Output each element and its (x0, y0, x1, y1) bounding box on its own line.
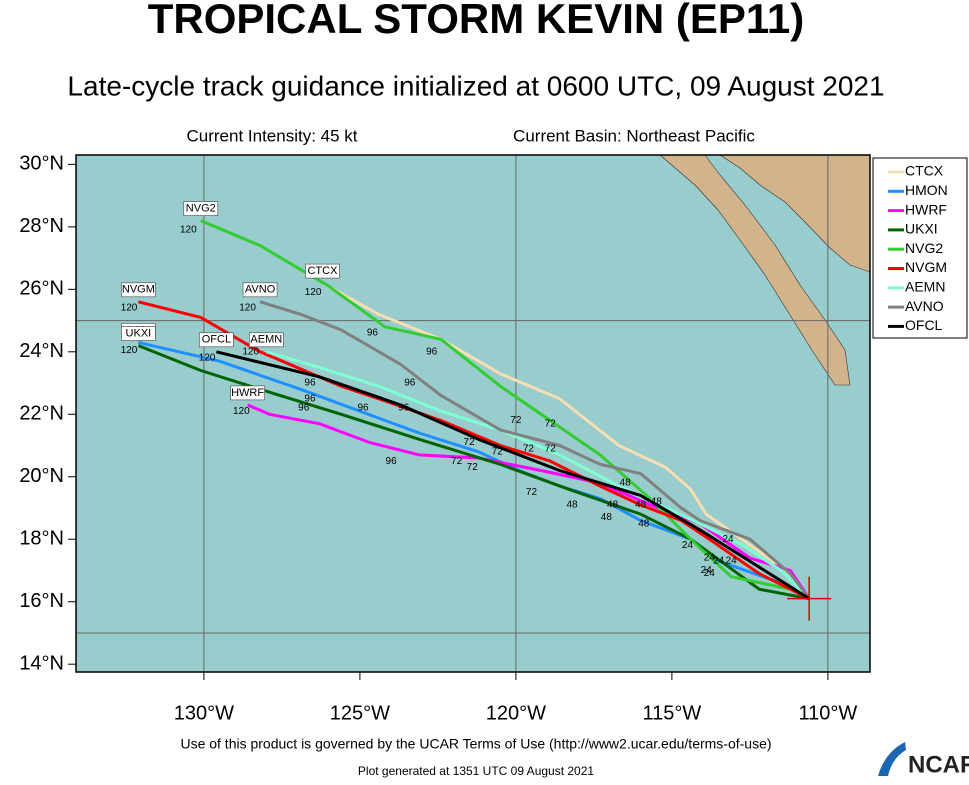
hour-label: 120 (121, 303, 138, 314)
hour-label: 24 (704, 568, 716, 579)
x-tick-label: 110°W (798, 702, 857, 724)
model-box (230, 385, 265, 401)
model-box (121, 282, 156, 298)
hour-label: 120 (199, 353, 216, 364)
hour-label: 48 (635, 500, 647, 511)
hour-label: 96 (367, 328, 379, 339)
legend-label: NVGM (905, 259, 947, 275)
hour-label: 72 (526, 487, 538, 498)
hour-label: 96 (398, 403, 410, 414)
basin: Current Basin: Northeast Pacific (513, 126, 755, 145)
hour-label: 24 (701, 565, 713, 576)
model-label: OFCL (202, 334, 231, 346)
track-line (265, 350, 811, 600)
hour-label: 24 (726, 556, 738, 567)
hour-label: 96 (298, 403, 310, 414)
y-tick-label: 20°N (19, 465, 64, 487)
hour-label: 24 (704, 553, 716, 564)
baja-california (659, 154, 851, 386)
hour-label: 96 (304, 378, 316, 389)
hour-label: 48 (607, 500, 619, 511)
y-tick-label: 28°N (19, 215, 64, 237)
model-label: NVG2 (186, 203, 216, 215)
track-line (216, 350, 810, 600)
x-tick-label: 115°W (643, 702, 702, 724)
model-label: AEMN (250, 334, 282, 346)
track-line (137, 344, 810, 601)
hour-label: 48 (620, 478, 632, 489)
hour-label: 48 (651, 496, 663, 507)
y-tick-label: 18°N (19, 528, 64, 550)
hour-label: 24 (713, 556, 725, 567)
track-line (259, 300, 811, 600)
legend-label: AVNO (905, 298, 944, 314)
legend-label: OFCL (905, 317, 943, 333)
logo-mark (878, 742, 906, 776)
model-label: UKXI (126, 327, 152, 339)
title: TROPICAL STORM KEVIN (EP11) (148, 0, 805, 42)
hour-label: 72 (467, 462, 479, 473)
hour-label: 72 (492, 446, 504, 457)
model-label: CTCX (307, 265, 338, 277)
model-box (305, 263, 340, 279)
logo: NCAR (908, 751, 969, 778)
y-tick-label: 30°N (19, 153, 64, 175)
hour-label: 72 (545, 443, 557, 454)
track-line (247, 403, 811, 600)
subtitle: Late-cycle track guidance initialized at… (67, 70, 884, 101)
legend-label: CTCX (905, 163, 944, 179)
x-tick-label: 125°W (330, 702, 390, 724)
legend-label: HMON (905, 182, 948, 198)
hour-label: 48 (638, 518, 650, 529)
hour-label: 72 (510, 415, 522, 426)
footer: Use of this product is governed by the U… (180, 736, 771, 752)
hour-label: 96 (357, 403, 369, 414)
model-box (183, 201, 219, 216)
legend-label: AEMN (905, 279, 945, 295)
hour-label: 72 (451, 456, 463, 467)
legend-label: NVG2 (905, 240, 943, 256)
track-line (200, 219, 810, 600)
hour-label: 120 (242, 346, 259, 357)
model-box (199, 332, 234, 348)
hour-label: 120 (233, 406, 250, 417)
hour-label: 72 (545, 418, 557, 429)
hour-label: 120 (239, 303, 256, 314)
hour-label: 96 (386, 456, 398, 467)
model-label: NVGM (122, 284, 155, 296)
intensity: Current Intensity: 45 kt (186, 126, 357, 145)
model-label: HWRF (231, 387, 264, 399)
model-box (249, 332, 284, 348)
y-tick-label: 16°N (19, 590, 64, 612)
legend-label: UKXI (905, 221, 938, 237)
model-label: AVNO (245, 284, 276, 296)
y-tick-label: 26°N (19, 278, 64, 300)
hour-label: 72 (523, 443, 535, 454)
hour-label: 24 (682, 540, 694, 551)
model-box (242, 282, 278, 298)
y-tick-label: 14°N (19, 652, 64, 674)
hour-label: 96 (404, 378, 416, 389)
hour-label: 72 (464, 437, 476, 448)
plot-frame (75, 154, 871, 673)
hour-label: 96 (304, 393, 316, 404)
y-tick-label: 24°N (19, 340, 64, 362)
model-box (121, 326, 156, 341)
hour-label: 120 (121, 345, 138, 356)
x-tick-label: 130°W (174, 702, 234, 724)
hour-label: 120 (180, 225, 197, 236)
legend-label: HWRF (905, 201, 947, 217)
hour-label: 48 (601, 512, 613, 523)
hour-label: 24 (722, 534, 734, 545)
hour-label: 96 (426, 346, 438, 357)
track-line (138, 300, 810, 600)
hour-label: 120 (305, 287, 322, 298)
hour-label: 48 (566, 500, 578, 511)
generated: Plot generated at 1351 UTC 09 August 202… (358, 764, 594, 778)
x-tick-label: 120°W (486, 702, 546, 724)
y-tick-label: 22°N (19, 403, 64, 425)
